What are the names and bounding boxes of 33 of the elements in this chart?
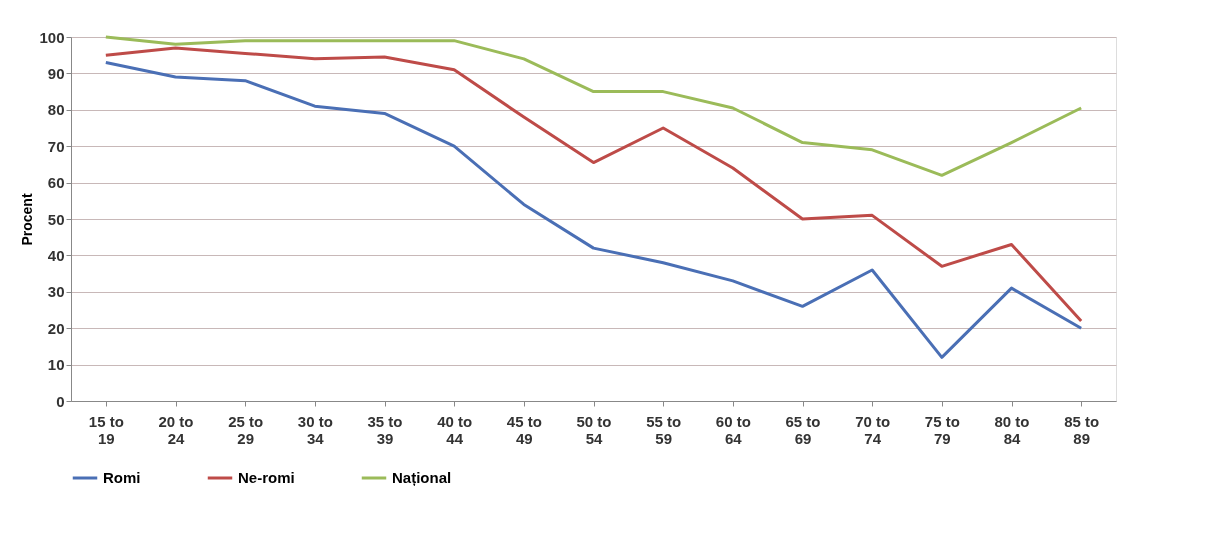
x-tick-label: 30 to 34: [297, 412, 333, 447]
x-tick-label: 25 to 29: [228, 412, 264, 447]
line-series: [104, 46, 1083, 323]
x-tick-label: 20 to 24: [158, 412, 194, 447]
x-tick-label: 55 to 59: [646, 412, 682, 447]
y-tick-label: 0: [56, 392, 65, 410]
x-tick-label: 40 to 44: [437, 412, 473, 447]
line-series: [104, 60, 1083, 359]
y-tick-label: 60: [47, 174, 65, 192]
x-tick-label: 15 to 19: [88, 412, 124, 447]
x-tick-label: 60 to 64: [715, 412, 751, 447]
y-tick-label: 50: [47, 210, 65, 228]
y-tick-label: 90: [47, 64, 65, 82]
x-tick-label: 45 to 49: [506, 412, 542, 447]
y-axis-title: Procent: [19, 193, 36, 246]
x-tick-label: 65 to 69: [785, 412, 821, 447]
x-tick-label: 85 to 89: [1064, 412, 1100, 447]
y-tick-label: 40: [47, 246, 65, 264]
legend-label: Romi: [103, 469, 141, 486]
legend-label: Național: [392, 469, 452, 486]
y-tick-label: 10: [47, 356, 65, 374]
line-series: [104, 35, 1083, 177]
y-tick-label: 20: [47, 319, 65, 337]
x-tick-label: 50 to 54: [576, 412, 612, 447]
x-tick-label: 35 to 39: [367, 412, 403, 447]
legend-label: Ne-romi: [238, 469, 295, 486]
x-tick-label: 75 to 79: [924, 412, 960, 447]
y-tick-label: 80: [47, 101, 65, 119]
y-tick-label: 30: [47, 283, 65, 301]
x-tick-label: 80 to 84: [994, 412, 1030, 447]
y-tick-label: 70: [47, 137, 65, 155]
y-tick-label: 100: [39, 28, 65, 46]
x-tick-label: 70 to 74: [855, 412, 891, 447]
